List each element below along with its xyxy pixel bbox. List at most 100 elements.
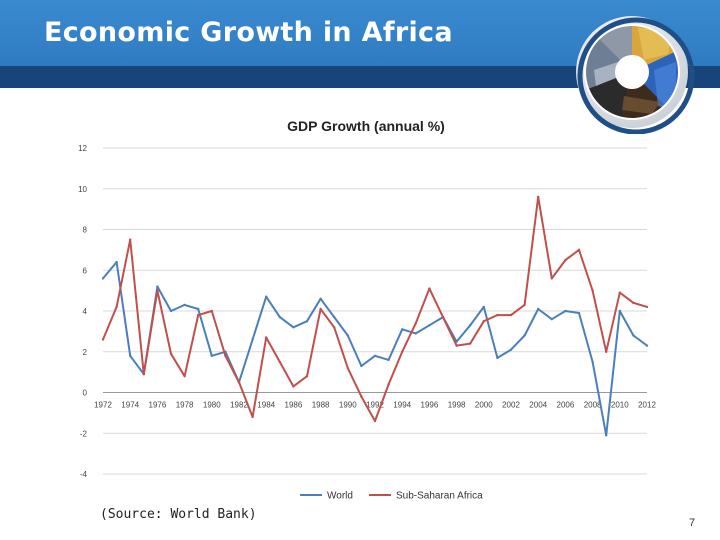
y-tick-label: 0 <box>83 389 88 398</box>
y-tick-label: 8 <box>83 226 88 235</box>
data-point-world <box>645 344 649 347</box>
data-point-sub-saharan-africa <box>618 291 621 294</box>
data-point-sub-saharan-africa <box>305 375 309 378</box>
x-tick-label: 1980 <box>203 401 221 410</box>
data-point-sub-saharan-africa <box>292 385 295 388</box>
x-tick-label: 1976 <box>149 401 167 410</box>
data-point-sub-saharan-africa <box>645 305 649 309</box>
legend-label-sub-saharan-africa: Sub-Saharan Africa <box>396 491 483 502</box>
data-point-sub-saharan-africa <box>333 326 336 329</box>
data-point-sub-saharan-africa <box>237 381 241 384</box>
data-point-sub-saharan-africa <box>577 248 581 252</box>
data-point-sub-saharan-africa <box>591 289 594 292</box>
data-point-world <box>129 354 132 358</box>
data-point-sub-saharan-africa <box>373 419 377 423</box>
data-point-world <box>591 360 594 364</box>
x-tick-label: 2004 <box>529 401 547 410</box>
data-point-world <box>333 315 336 319</box>
data-point-sub-saharan-africa <box>156 289 159 292</box>
data-point-world <box>537 307 540 311</box>
y-tick-label: 4 <box>83 307 88 316</box>
x-tick-label: 1982 <box>230 401 248 410</box>
y-tick-label: 2 <box>83 348 88 357</box>
data-point-world <box>115 260 118 264</box>
data-point-world <box>360 364 363 368</box>
y-tick-label: 10 <box>78 185 87 194</box>
x-tick-label: 2010 <box>611 401 629 410</box>
x-tick-label: 1990 <box>339 401 357 410</box>
data-point-sub-saharan-africa <box>319 307 322 311</box>
data-point-world <box>169 309 173 313</box>
data-point-sub-saharan-africa <box>265 336 268 339</box>
data-point-sub-saharan-africa <box>210 309 213 313</box>
series-line-sub-saharan-africa <box>102 195 648 422</box>
x-tick-label: 2006 <box>557 401 575 410</box>
data-point-sub-saharan-africa <box>496 313 499 317</box>
data-point-sub-saharan-africa <box>346 366 349 370</box>
y-tick-label: 12 <box>78 144 87 153</box>
y-tick-label: 6 <box>83 266 88 275</box>
data-point-world <box>523 334 526 337</box>
title-bar-strip <box>0 66 720 88</box>
gdp-growth-chart: GDP Growth (annual %) 12 10 8 6 4 2 0 -2 -4 1972… <box>60 105 660 505</box>
data-point-world <box>564 309 567 313</box>
data-point-sub-saharan-africa <box>101 338 105 341</box>
data-point-sub-saharan-africa <box>632 301 635 305</box>
logo-icon <box>576 16 695 135</box>
x-tick-label: 2008 <box>584 401 602 410</box>
x-tick-label: 1994 <box>393 401 411 410</box>
data-point-world <box>156 285 159 288</box>
data-point-sub-saharan-africa <box>550 277 553 280</box>
x-tick-label: 1998 <box>448 401 466 410</box>
data-point-world <box>428 324 431 327</box>
x-tick-label: 1972 <box>94 401 112 410</box>
x-tick-label: 1984 <box>257 401 275 410</box>
data-point-world <box>278 315 281 319</box>
data-point-world <box>605 434 608 437</box>
x-tick-label: 1978 <box>176 401 194 410</box>
y-tick-label: -2 <box>80 429 88 438</box>
data-point-world <box>265 295 268 298</box>
data-point-sub-saharan-africa <box>224 354 227 358</box>
data-point-world <box>469 324 472 327</box>
data-point-sub-saharan-africa <box>605 350 608 353</box>
data-point-world <box>319 297 322 300</box>
x-tick-label: 1988 <box>312 401 330 410</box>
data-point-world <box>496 356 499 360</box>
data-point-sub-saharan-africa <box>360 395 363 398</box>
data-point-sub-saharan-africa <box>183 375 186 378</box>
data-point-sub-saharan-africa <box>455 344 458 347</box>
legend-label-world: World <box>327 491 353 502</box>
data-point-world <box>305 319 309 323</box>
data-point-sub-saharan-africa <box>509 313 513 317</box>
y-tick-label: -4 <box>80 470 88 479</box>
data-point-world <box>618 309 621 313</box>
data-point-sub-saharan-africa <box>482 319 485 323</box>
data-point-sub-saharan-africa <box>564 258 567 262</box>
data-point-sub-saharan-africa <box>537 195 540 199</box>
data-point-sub-saharan-africa <box>428 287 431 290</box>
chart-svg: GDP Growth (annual %) 12 10 8 6 4 2 0 -2 -4 1972… <box>78 118 656 502</box>
data-point-world <box>346 334 349 337</box>
data-point-world <box>373 354 377 358</box>
data-point-world <box>482 305 485 309</box>
data-point-world <box>401 328 404 331</box>
x-tick-label: 2012 <box>638 401 656 410</box>
x-tick-label: 1974 <box>121 401 139 410</box>
data-point-sub-saharan-africa <box>401 350 404 353</box>
data-point-world <box>210 354 213 358</box>
data-point-sub-saharan-africa <box>523 303 526 307</box>
page-number: 7 <box>689 517 696 529</box>
data-point-sub-saharan-africa <box>197 313 200 317</box>
data-point-sub-saharan-africa <box>278 360 281 364</box>
data-point-sub-saharan-africa <box>414 322 417 325</box>
data-point-sub-saharan-africa <box>115 305 118 309</box>
x-tick-label: 1996 <box>421 401 439 410</box>
data-point-sub-saharan-africa <box>169 352 173 355</box>
data-point-world <box>183 303 186 307</box>
chart-title: GDP Growth (annual %) <box>287 118 445 134</box>
data-point-world <box>577 311 581 315</box>
data-point-sub-saharan-africa <box>469 342 472 345</box>
data-point-world <box>197 307 200 311</box>
data-point-sub-saharan-africa <box>129 238 132 241</box>
